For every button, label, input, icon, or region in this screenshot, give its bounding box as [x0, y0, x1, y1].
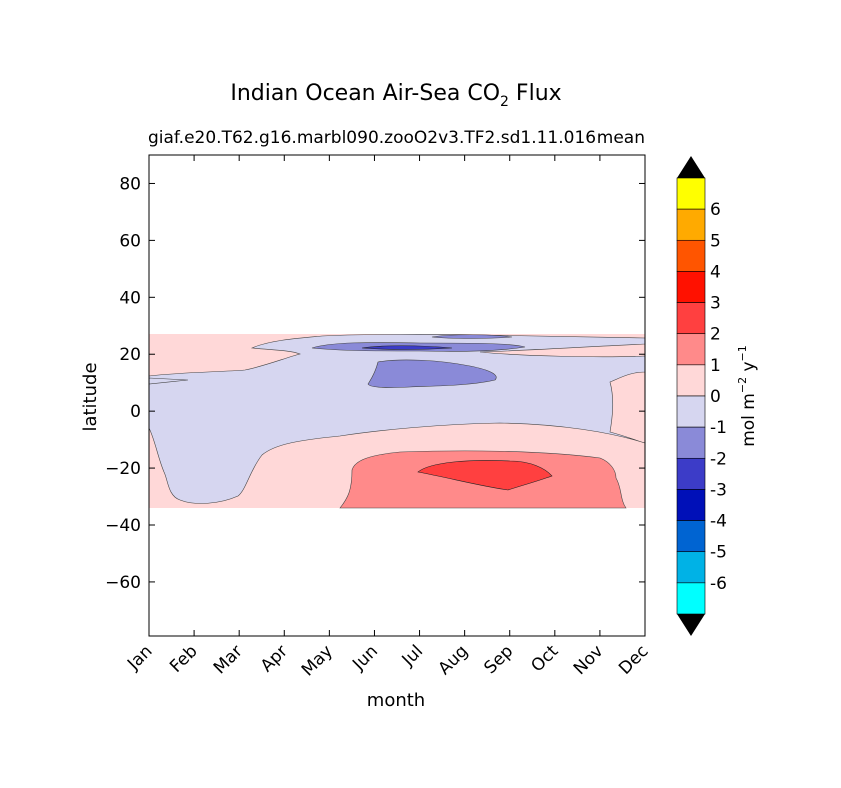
- colorbar-tick-label: -6: [710, 574, 727, 594]
- y-axis-label: latitude: [80, 362, 101, 431]
- chart-title: Indian Ocean Air-Sea CO2 Flux: [230, 81, 561, 110]
- colorbar-label: mol m−2 y−1: [736, 345, 759, 447]
- colorbar-swatch: [676, 582, 706, 615]
- x-tick-label: Aug: [435, 641, 473, 679]
- colorbar-swatch: [676, 426, 706, 459]
- colorbar: 6 5 4 3 2 1 0 -1 -2 -3 -4 -5 -6: [676, 156, 727, 636]
- plot-area: Jan Feb Mar Apr May Jun Jul Aug Sep Oct Nov Dec 80 6…: [105, 154, 653, 680]
- colorbar-swatch: [676, 271, 706, 303]
- colorbar-swatch: [676, 551, 706, 584]
- contour-negative-2-3: [361, 345, 453, 350]
- y-tick-label: 0: [130, 402, 141, 422]
- chart-subtitle-right: mean: [597, 128, 645, 148]
- colorbar-extend-top: [677, 156, 705, 178]
- x-axis-label: month: [367, 690, 425, 711]
- colorbar-tick-label: 5: [710, 231, 721, 251]
- x-tick-label: Nov: [570, 641, 608, 679]
- colorbar-tick-label: 4: [710, 262, 721, 282]
- x-tick-label: Jun: [348, 641, 382, 675]
- colorbar-swatch: [676, 395, 706, 428]
- colorbar-tick-label: -1: [710, 418, 727, 438]
- y-tick-label: −60: [105, 573, 141, 593]
- y-tick-label: 60: [119, 231, 141, 251]
- colorbar-swatch: [676, 364, 706, 397]
- x-tick-label: Apr: [257, 641, 292, 676]
- colorbar-tick-label: 1: [710, 356, 721, 376]
- x-tick-label: Jul: [398, 641, 427, 670]
- colorbar-swatch: [676, 520, 706, 553]
- y-tick-label: 40: [119, 288, 141, 308]
- y-tick-label: 80: [119, 174, 141, 194]
- plot-frame: [148, 154, 646, 637]
- colorbar-tick-label: 6: [710, 200, 721, 220]
- colorbar-swatch: [676, 489, 706, 521]
- x-tick-label: Jan: [123, 641, 156, 674]
- chart-subtitle: giaf.e20.T62.g16.marbl090.zooO2v3.TF2.sd…: [148, 128, 596, 148]
- y-ticks: 80 60 40 20 0 −20 −40 −60: [105, 174, 645, 593]
- x-tick-label: May: [298, 641, 337, 680]
- x-tick-label: Sep: [480, 641, 517, 678]
- contour-negative-1-2-east: [431, 334, 513, 339]
- colorbar-swatch: [676, 177, 706, 210]
- y-tick-label: −40: [105, 516, 141, 536]
- colorbar-tick-label: 0: [710, 387, 721, 407]
- colorbar-swatch: [676, 457, 706, 490]
- x-tick-label: Dec: [615, 641, 652, 678]
- colorbar-swatch: [676, 302, 706, 335]
- colorbar-swatch: [676, 208, 706, 241]
- contour-negative-0-1: [148, 334, 646, 504]
- colorbar-tick-label: -5: [710, 543, 727, 563]
- contour-positive-2-3: [417, 460, 553, 491]
- x-tick-label: Oct: [527, 641, 562, 676]
- y-tick-label: −20: [105, 459, 141, 479]
- colorbar-extend-bottom: [677, 614, 705, 636]
- colorbar-tick-label: 3: [710, 294, 721, 314]
- colorbar-tick-label: -4: [710, 512, 727, 532]
- colorbar-swatch: [676, 239, 706, 272]
- contour-negative-1-2-south: [367, 359, 497, 388]
- colorbar-tick-label: 2: [710, 325, 721, 345]
- colorbar-tick-label: -2: [710, 449, 727, 469]
- x-tick-label: Feb: [166, 641, 201, 676]
- x-tick-label: Mar: [210, 641, 247, 678]
- y-tick-label: 20: [119, 345, 141, 365]
- colorbar-swatch: [676, 333, 706, 366]
- colorbar-tick-label: -3: [710, 480, 727, 500]
